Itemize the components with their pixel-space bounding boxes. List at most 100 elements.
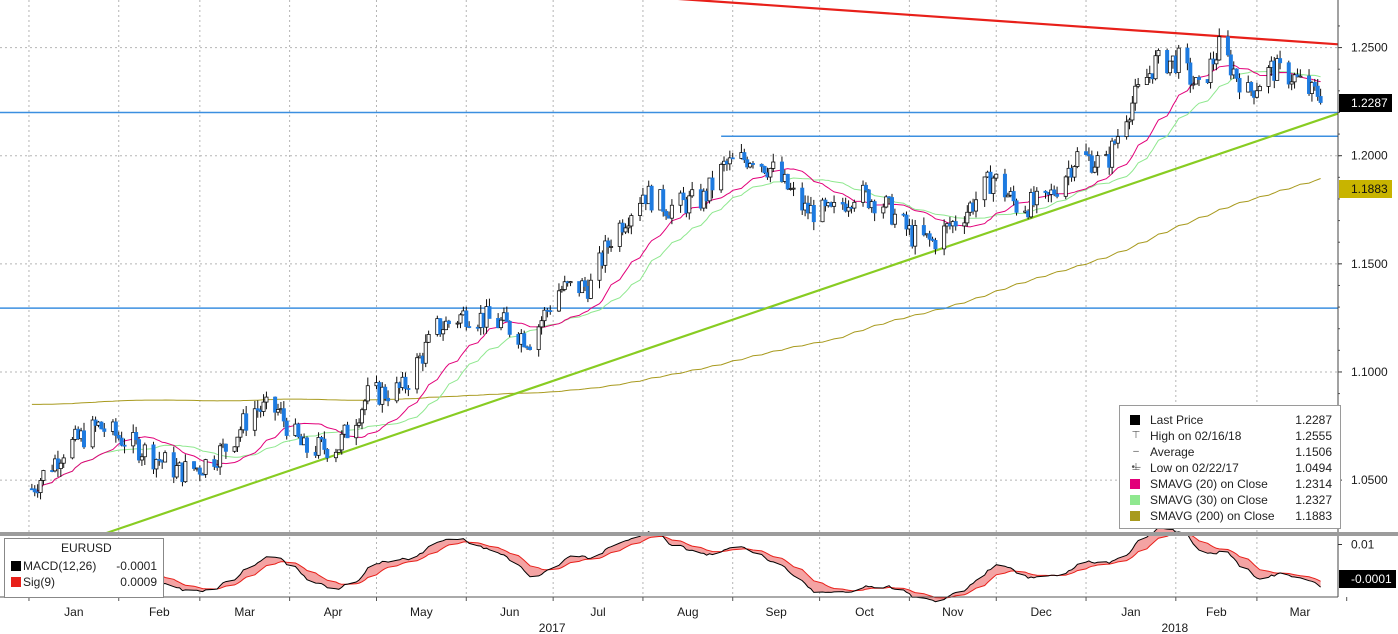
signal-name: Sig(9): [23, 575, 56, 589]
candle-body: [339, 433, 344, 451]
candle-body: [345, 424, 350, 439]
candle-body: [244, 413, 249, 431]
legend-swatch: [1130, 511, 1140, 521]
y-tick-label: 1.1500: [1351, 257, 1388, 271]
candle-body: [846, 206, 851, 212]
candle-body: [866, 189, 871, 209]
candle-body: [171, 452, 176, 478]
candle-body: [1234, 68, 1239, 79]
candle-body: [603, 240, 608, 266]
legend-name: Average: [1150, 445, 1195, 459]
legend-row: SMAVG (20) on Close 1.2314: [1124, 476, 1336, 492]
sma-200-path: [31, 178, 1321, 405]
legend-value: 1.1883: [1295, 509, 1332, 523]
candle-body: [1191, 83, 1196, 86]
legend-value: 1.2287: [1295, 413, 1332, 427]
candle-body: [1275, 58, 1280, 81]
candle-body: [597, 252, 602, 281]
candle-body: [1063, 176, 1068, 197]
x-tick-label: Oct: [855, 605, 874, 619]
candle-body: [319, 437, 324, 440]
candle-body: [1011, 191, 1016, 202]
candle-body: [383, 386, 388, 399]
legend-symbol-icon: –•–: [1131, 446, 1141, 473]
candle-body: [539, 320, 544, 328]
candle-body: [1115, 136, 1120, 144]
candle-body: [1286, 62, 1291, 85]
candle-body: [1043, 190, 1048, 193]
macd-panel: [31, 527, 1321, 603]
macd-y-tick-label: 0.01: [1351, 538, 1375, 552]
candle-body: [142, 444, 147, 458]
candle-body: [154, 458, 159, 470]
candle-body: [1014, 200, 1019, 213]
candle-body: [1110, 140, 1115, 168]
candle-body: [921, 225, 926, 236]
candle-body: [638, 202, 643, 216]
legend-row: –•– Average 1.1506: [1124, 444, 1336, 473]
x-tick-label: Jul: [590, 605, 605, 619]
x-tick-label: Aug: [677, 605, 698, 619]
candle-body: [1225, 36, 1230, 56]
candle-body: [1075, 151, 1080, 167]
candle-body: [649, 185, 654, 211]
candle-body: [1289, 81, 1294, 85]
legend-row: SMAVG (30) on Close 1.2327: [1124, 492, 1336, 508]
candle-body: [203, 459, 208, 475]
candle-body: [750, 163, 755, 165]
candle-body: [122, 444, 127, 447]
y-tick-label: 1.2500: [1351, 41, 1388, 55]
legend-swatch: [1130, 495, 1140, 505]
legend-swatch: [1130, 415, 1140, 425]
candle-body: [197, 467, 202, 475]
candle-body: [151, 444, 156, 470]
candle-body: [426, 334, 431, 343]
legend-name: SMAVG (30) on Close: [1150, 493, 1268, 507]
candle-body: [785, 173, 790, 190]
last-price-tag: 1.2287: [1339, 94, 1392, 112]
candle-body: [32, 488, 37, 493]
candle-body: [1127, 119, 1132, 123]
candle-body: [1266, 67, 1271, 87]
candle-body: [157, 458, 162, 462]
candle-body: [261, 401, 266, 412]
candle-body: [759, 163, 764, 167]
candle-body: [360, 409, 365, 424]
x-tick-label: Feb: [149, 605, 170, 619]
candle-body: [1124, 121, 1129, 138]
candle-body: [281, 408, 286, 422]
x-year-label: 2017: [539, 621, 566, 634]
candle-body: [762, 165, 767, 174]
candle-body: [1318, 96, 1323, 103]
candle-body: [727, 157, 732, 165]
candle-body: [1002, 173, 1007, 198]
candle-body: [1208, 58, 1213, 83]
candle-body: [455, 322, 460, 325]
candle-body: [41, 470, 46, 481]
candle-body: [942, 225, 947, 250]
candle-body: [1312, 82, 1317, 87]
candle-body: [953, 221, 958, 227]
candle-body: [962, 222, 967, 227]
candle-body: [1315, 85, 1320, 97]
candle-body: [609, 246, 614, 248]
candle-body: [548, 310, 553, 312]
macd-last-tag: -0.0001: [1339, 570, 1396, 588]
candle-body: [1034, 190, 1039, 206]
legend-row: ⊤ High on 02/16/18 1.2555: [1124, 428, 1336, 444]
candle-body: [61, 457, 66, 464]
candle-body: [1055, 193, 1060, 197]
legend-name: High on 02/16/18: [1150, 429, 1242, 443]
candle-body: [771, 161, 776, 169]
candle-body: [443, 320, 448, 331]
legend-row: Last Price 1.2287: [1124, 412, 1336, 428]
candle-body: [881, 206, 886, 214]
candle-body: [930, 238, 935, 241]
candle-body: [499, 319, 504, 329]
legend-name: SMAVG (200) on Close: [1150, 509, 1275, 523]
candle-body: [1052, 189, 1057, 195]
candle-body: [325, 449, 330, 459]
sma-30-path: [31, 70, 1321, 492]
candle-body: [273, 396, 278, 413]
